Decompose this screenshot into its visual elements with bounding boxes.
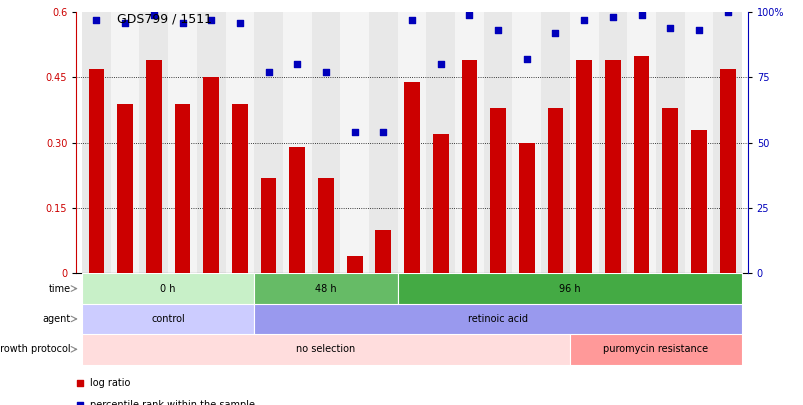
Bar [604,60,620,273]
Bar [662,108,677,273]
Point [463,11,475,18]
Bar [490,108,505,273]
Bar [318,178,333,273]
Point [291,61,304,68]
Point [377,129,389,136]
Bar [719,69,735,273]
Bar [655,12,683,273]
Bar [203,77,219,273]
Text: retinoic acid: retinoic acid [467,314,528,324]
Bar [168,12,197,273]
Bar [82,304,254,334]
Point [233,19,246,26]
Bar [397,12,426,273]
Point [319,69,332,75]
Bar [289,147,305,273]
Point [405,17,418,23]
Bar [633,56,649,273]
Text: GDS799 / 1511: GDS799 / 1511 [116,12,211,25]
Text: percentile rank within the sample: percentile rank within the sample [90,400,255,405]
Text: puromycin resistance: puromycin resistance [602,344,707,354]
Bar [518,143,534,273]
Point [520,56,532,62]
Bar [569,12,597,273]
Point [119,19,132,26]
Bar [683,12,712,273]
Point [577,17,590,23]
Bar [569,334,741,364]
Point [605,14,618,21]
Bar [226,12,254,273]
Bar [576,60,591,273]
Point [262,69,275,75]
Bar [117,104,132,273]
Text: 48 h: 48 h [315,284,336,294]
Point [90,17,103,23]
Bar [254,12,283,273]
Point [268,316,281,322]
Bar [540,12,569,273]
Bar [140,12,168,273]
Point [663,25,676,31]
Bar [626,12,655,273]
Text: agent: agent [43,314,71,324]
Bar [404,82,419,273]
Bar [111,12,140,273]
Text: control: control [151,314,185,324]
Text: growth protocol: growth protocol [0,344,71,354]
Bar [340,12,369,273]
Point [348,129,361,136]
Bar [260,178,276,273]
Point [205,17,218,23]
Point [147,11,160,18]
Bar [512,12,540,273]
Bar [369,12,397,273]
Bar [197,12,226,273]
Bar [283,12,312,273]
Text: 96 h: 96 h [558,284,580,294]
Bar [82,12,111,273]
Bar [691,130,706,273]
Bar [312,12,340,273]
Text: time: time [48,284,71,294]
Text: 0 h: 0 h [161,284,176,294]
Point [176,19,189,26]
Bar [426,12,454,273]
Bar [461,60,477,273]
Bar [712,12,741,273]
Bar [82,334,569,364]
Point [491,27,504,34]
Bar [254,304,741,334]
Point [720,9,733,15]
Bar [88,69,104,273]
Bar [547,108,563,273]
Point [434,61,446,68]
Point [691,27,704,34]
Bar [254,273,397,304]
Bar [232,104,247,273]
Bar [82,273,254,304]
Bar [146,60,161,273]
Bar [483,12,512,273]
Point [634,11,647,18]
Point [268,113,281,120]
Bar [346,256,362,273]
Bar [375,230,391,273]
Text: no selection: no selection [296,344,355,354]
Bar [597,12,626,273]
Point [548,30,561,36]
Bar [432,134,448,273]
Bar [454,12,483,273]
Bar [174,104,190,273]
Bar [397,273,741,304]
Text: log ratio: log ratio [90,378,130,388]
